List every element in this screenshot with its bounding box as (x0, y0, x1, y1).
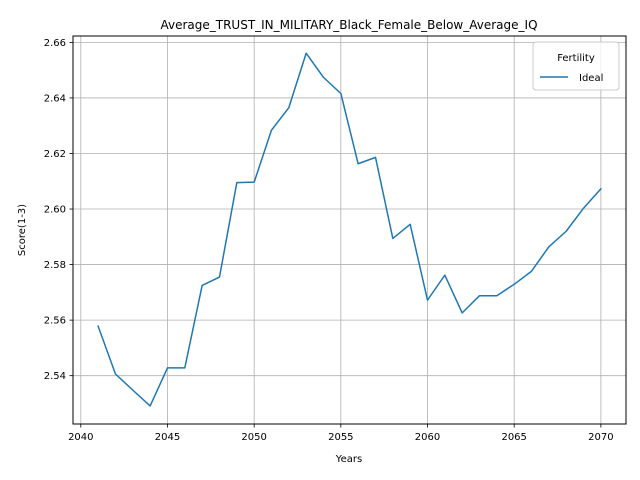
y-tick-label: 2.54 (44, 371, 66, 382)
series-line-ideal (97, 52, 602, 407)
x-tick-label: 2070 (588, 432, 613, 443)
y-tick-label: 2.60 (44, 205, 66, 216)
y-tick-label: 2.66 (44, 38, 66, 49)
chart-title: Average_TRUST_IN_MILITARY_Black_Female_B… (160, 18, 537, 32)
y-tick-label: 2.58 (44, 260, 66, 271)
legend: Fertility Ideal (532, 41, 620, 91)
grid-lines (73, 36, 626, 424)
x-tick-label: 2050 (241, 432, 266, 443)
legend-title: Fertility (557, 53, 595, 64)
legend-label-ideal: Ideal (579, 73, 603, 84)
series-layer (97, 52, 602, 407)
y-tick-label: 2.56 (44, 316, 66, 327)
legend-box (532, 41, 620, 91)
plot-frame (72, 35, 627, 425)
y-tick-label: 2.64 (44, 93, 66, 104)
x-tick-label: 2065 (501, 432, 526, 443)
x-tick-label: 2060 (415, 432, 440, 443)
x-tick-label: 2040 (68, 432, 93, 443)
y-axis: 2.54 2.56 2.58 2.60 2.62 2.64 2.66 (44, 38, 73, 382)
x-tick-label: 2055 (328, 432, 353, 443)
x-tick-label: 2045 (155, 432, 180, 443)
x-axis: 2040 2045 2050 2055 2060 2065 2070 (68, 424, 614, 443)
y-axis-label: Score(1-3) (17, 204, 28, 256)
x-axis-label: Years (335, 454, 362, 465)
y-tick-label: 2.62 (44, 149, 66, 160)
